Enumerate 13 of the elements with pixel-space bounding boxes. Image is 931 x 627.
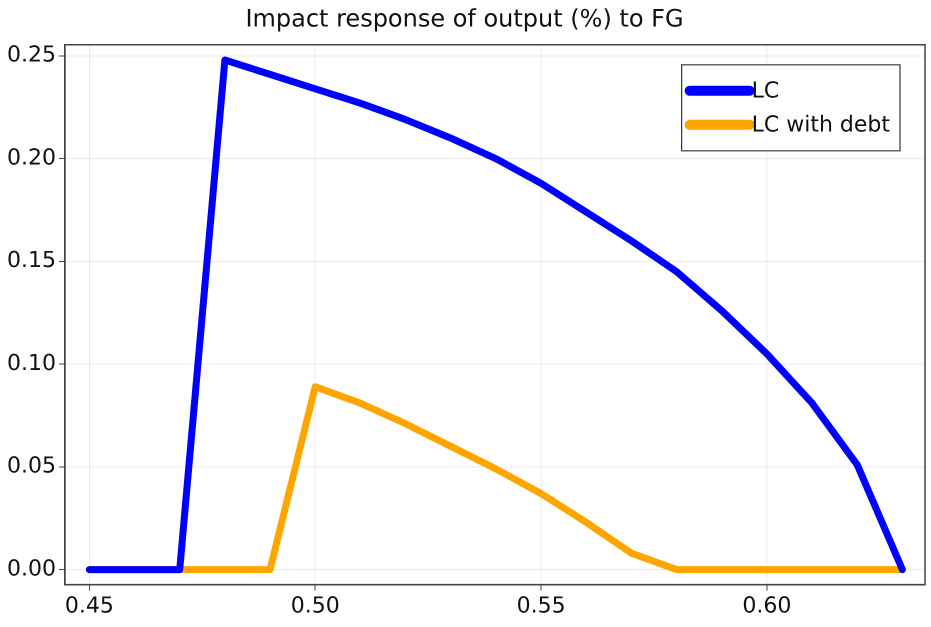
- x-tick-label: 0.45: [64, 594, 114, 619]
- y-tick-label: 0.05: [7, 454, 56, 479]
- legend-label: LC with debt: [752, 112, 890, 138]
- y-tick-label: 0.10: [7, 350, 56, 376]
- x-tick-label: 0.55: [516, 594, 566, 619]
- x-tick-label: 0.60: [742, 594, 792, 619]
- x-tick-label: 0.50: [290, 594, 340, 619]
- y-tick-label: 0.15: [7, 248, 56, 274]
- legend-label: LC: [752, 78, 780, 104]
- chart-title: Impact response of output (%) to FG: [245, 4, 684, 33]
- y-tick-label: 0.20: [7, 145, 56, 170]
- y-tick-label: 0.25: [7, 42, 56, 68]
- y-tick-label: 0.00: [7, 556, 56, 582]
